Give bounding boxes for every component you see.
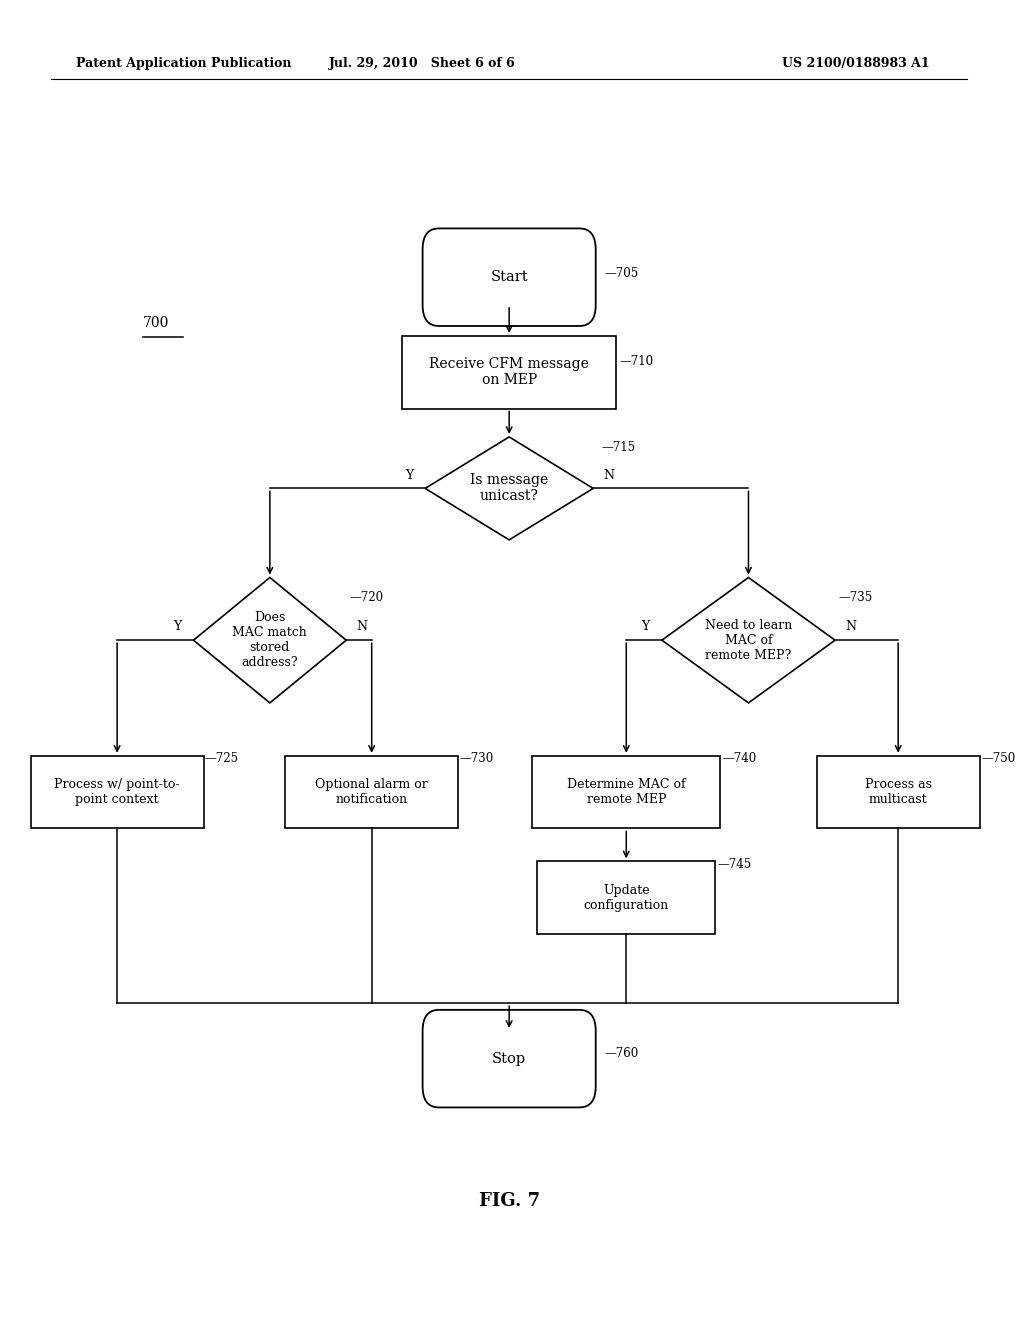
Text: Does
MAC match
stored
address?: Does MAC match stored address?: [232, 611, 307, 669]
Text: Patent Application Publication: Patent Application Publication: [77, 57, 292, 70]
Text: —735: —735: [838, 591, 872, 605]
Bar: [538, 862, 716, 935]
Text: US 2100/0188983 A1: US 2100/0188983 A1: [781, 57, 929, 70]
Text: —760: —760: [605, 1047, 639, 1060]
Text: Process w/ point-to-
point context: Process w/ point-to- point context: [54, 777, 180, 807]
Text: —730: —730: [459, 752, 494, 766]
Bar: [285, 755, 459, 829]
Text: Y: Y: [404, 469, 413, 482]
Text: Y: Y: [641, 620, 649, 634]
Text: Process as
multicast: Process as multicast: [864, 777, 932, 807]
Text: Update
configuration: Update configuration: [584, 883, 669, 912]
Text: N: N: [356, 620, 368, 634]
Text: Jul. 29, 2010   Sheet 6 of 6: Jul. 29, 2010 Sheet 6 of 6: [330, 57, 516, 70]
Text: Need to learn
MAC of
remote MEP?: Need to learn MAC of remote MEP?: [705, 619, 793, 661]
Text: —720: —720: [349, 591, 383, 605]
Text: Stop: Stop: [493, 1052, 526, 1065]
Text: 700: 700: [142, 317, 169, 330]
Text: —715: —715: [602, 441, 636, 454]
Text: —750: —750: [982, 752, 1016, 766]
Text: Y: Y: [173, 620, 181, 634]
FancyBboxPatch shape: [423, 1010, 596, 1107]
Text: Determine MAC of
remote MEP: Determine MAC of remote MEP: [567, 777, 686, 807]
Text: Receive CFM message
on MEP: Receive CFM message on MEP: [429, 358, 589, 387]
Bar: [532, 755, 721, 829]
Text: FIG. 7: FIG. 7: [478, 1192, 540, 1210]
Text: —725: —725: [205, 752, 239, 766]
Text: Optional alarm or
notification: Optional alarm or notification: [315, 777, 428, 807]
Text: N: N: [845, 620, 856, 634]
Bar: [402, 335, 616, 409]
Polygon shape: [425, 437, 593, 540]
Bar: [817, 755, 980, 829]
Text: Start: Start: [490, 271, 528, 284]
FancyBboxPatch shape: [423, 228, 596, 326]
Polygon shape: [662, 578, 835, 702]
Text: —705: —705: [605, 267, 639, 280]
Polygon shape: [194, 578, 346, 702]
Text: —745: —745: [718, 858, 753, 871]
Text: —710: —710: [620, 355, 653, 368]
Text: —740: —740: [722, 752, 757, 766]
Text: N: N: [603, 469, 614, 482]
Bar: [31, 755, 204, 829]
Text: Is message
unicast?: Is message unicast?: [470, 474, 548, 503]
